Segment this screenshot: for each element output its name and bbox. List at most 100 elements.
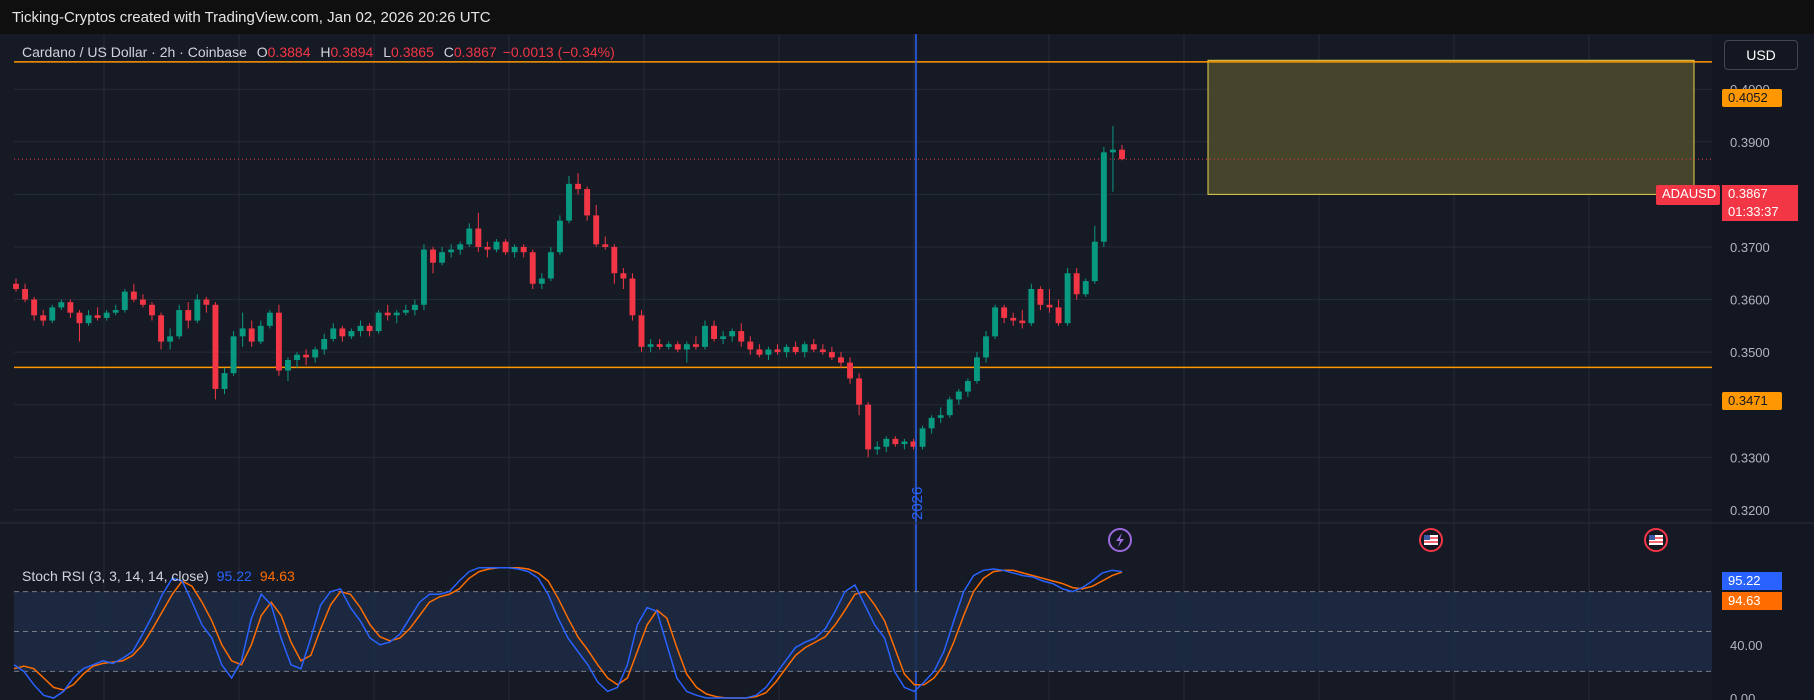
candle-body (937, 415, 944, 418)
candle-body (883, 438, 890, 447)
candle-body (1028, 289, 1035, 324)
candle-body (484, 246, 491, 250)
candle-body (194, 299, 201, 321)
candle-body (647, 344, 654, 347)
candle-body (466, 228, 473, 245)
candle-body (638, 315, 645, 347)
candle-body (756, 349, 763, 355)
candle-body (393, 312, 400, 316)
candle-body (58, 302, 65, 308)
stoch-tick-label: 0.00 (1730, 691, 1755, 700)
candle-body (502, 241, 509, 253)
candle-body (275, 312, 282, 371)
candle-body (720, 336, 727, 339)
stoch-k-line (13, 566, 1123, 699)
candle-body (692, 344, 699, 347)
candle-body (257, 325, 264, 342)
change-value: −0.0013 (−0.34%) (502, 44, 615, 60)
candle-body (511, 246, 518, 253)
year-divider-label: 2026 (909, 487, 926, 520)
candle-body (67, 302, 74, 313)
upper-level-label[interactable]: 0.4052 (1722, 89, 1782, 107)
candle-body (629, 278, 636, 316)
candle-body (874, 446, 881, 450)
candle-body (49, 307, 56, 321)
candle-body (40, 315, 47, 321)
candle-body (738, 331, 745, 342)
lightning-icon-glyph (1116, 533, 1124, 547)
symbol-title[interactable]: Cardano / US Dollar · 2h · Coinbase (22, 44, 247, 60)
candle-body (203, 299, 210, 305)
candle-body (321, 338, 328, 350)
candle-body (1037, 289, 1044, 305)
candle-body (828, 352, 835, 358)
candle-body (810, 344, 817, 350)
candle-body (303, 354, 310, 358)
candle-body (1055, 307, 1062, 324)
candle-body (94, 315, 101, 318)
candle-body (348, 331, 355, 337)
y-tick-label: 0.3700 (1730, 240, 1770, 255)
stoch-tick-label: 40.00 (1730, 638, 1763, 653)
us-flag-icon (1419, 528, 1443, 552)
candle-body (620, 273, 627, 279)
candle-body (294, 354, 300, 360)
close-value: 0.3867 (453, 44, 497, 60)
candle-body (475, 228, 482, 247)
candle-body (856, 378, 863, 405)
lightning-icon (1108, 528, 1132, 552)
candle-body (1001, 307, 1008, 318)
candle-body (149, 304, 155, 316)
candle-body (974, 357, 980, 382)
candle-body (457, 244, 464, 250)
candle-body (611, 246, 618, 274)
candle-body (176, 310, 183, 337)
candle-body (85, 315, 92, 324)
candle-body (230, 336, 237, 374)
candle-body (1109, 149, 1116, 153)
candle-body (928, 417, 935, 429)
candle-body (312, 349, 319, 358)
candle-body (103, 312, 110, 318)
candle-body (946, 399, 953, 416)
symbol-legend: Cardano / US Dollar · 2h · Coinbase O0.3… (22, 44, 615, 60)
candle-body (910, 441, 917, 447)
open-value: 0.3884 (267, 44, 311, 60)
candle-body (248, 328, 255, 342)
candle-body (402, 310, 409, 313)
candle-body (538, 278, 545, 284)
candle-body (665, 344, 672, 347)
candle-body (983, 336, 989, 358)
candle-body (575, 183, 582, 190)
us-flag-icon-canton (1649, 535, 1655, 540)
candle-body (1019, 320, 1026, 324)
lower-level-label[interactable]: 0.3471 (1722, 392, 1782, 410)
candle-body (1119, 149, 1125, 160)
target-zone (1207, 59, 1695, 195)
y-tick-label: 0.3600 (1730, 293, 1770, 308)
stoch-k-label: 95.22 (1722, 572, 1782, 590)
candle-body (212, 304, 219, 389)
candle-body (602, 244, 609, 247)
candle-body (448, 249, 455, 253)
candle-body (783, 346, 790, 353)
stoch-d-line (13, 566, 1123, 699)
candle-body (139, 299, 146, 305)
candle-body (158, 315, 164, 342)
candle-body (1082, 281, 1089, 295)
candle-body (566, 183, 572, 221)
low-value: 0.3865 (391, 44, 434, 60)
ticker-label: ADAUSD (1656, 185, 1720, 205)
chart-canvas[interactable]: 0.32000.33000.34000.35000.36000.37000.38… (0, 34, 1814, 700)
candle-body (656, 344, 663, 347)
candle-body (357, 325, 364, 332)
currency-button[interactable]: USD (1724, 40, 1798, 70)
candle-body (838, 357, 844, 363)
stoch-title[interactable]: Stoch RSI (3, 3, 14, 14, close) (22, 568, 209, 584)
candle-body (384, 312, 391, 316)
stoch-k-value: 95.22 (216, 568, 252, 584)
stoch-d-value: 94.63 (259, 568, 295, 584)
candle-body (1064, 273, 1071, 324)
candle-body (366, 325, 373, 332)
us-flag-icon-flag (1424, 535, 1438, 545)
